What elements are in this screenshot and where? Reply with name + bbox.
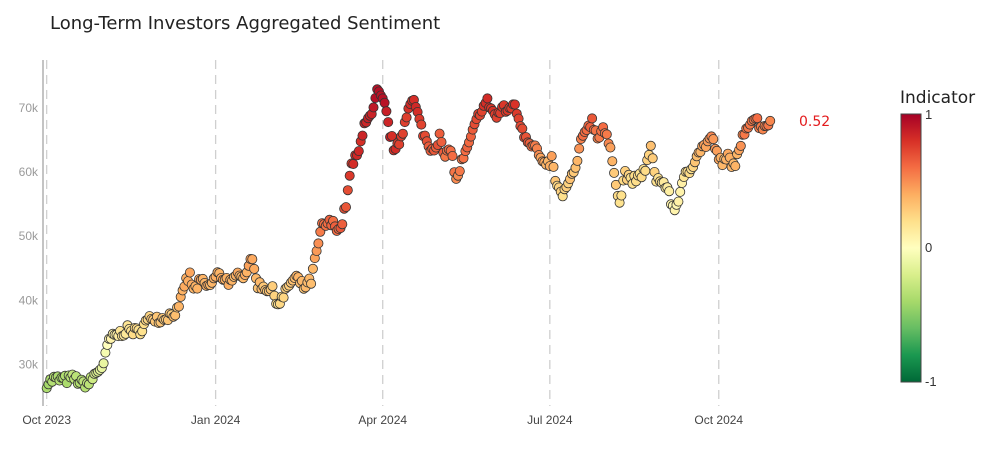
data-point — [192, 283, 203, 294]
colorbar-tick-min: -1 — [925, 374, 937, 389]
data-point — [306, 278, 317, 289]
y-tick-label: 70k — [19, 101, 39, 115]
data-point — [173, 301, 184, 312]
data-point — [616, 190, 627, 201]
last-value-label: 0.52 — [799, 114, 830, 130]
data-point — [482, 93, 493, 104]
data-point — [647, 153, 658, 164]
data-point — [605, 142, 616, 153]
data-point — [416, 119, 427, 130]
data-point — [397, 128, 408, 139]
colorbar-title: Indicator — [900, 88, 975, 108]
data-point — [548, 161, 559, 172]
data-point — [184, 267, 195, 278]
data-point — [673, 196, 684, 207]
data-point — [610, 179, 621, 190]
data-point — [313, 238, 324, 249]
data-point — [752, 113, 763, 124]
y-tick-label: 30k — [19, 357, 39, 371]
colorbar-tick-max: 1 — [925, 107, 932, 122]
x-tick-label: Oct 2024 — [694, 413, 743, 427]
y-tick-label: 50k — [19, 229, 39, 243]
data-point — [587, 113, 598, 124]
x-tick-labels: Oct 2023 Jan 2024 Apr 2024 Jul 2024 Oct 2024 — [22, 413, 743, 427]
data-point — [344, 170, 355, 181]
data-point — [675, 186, 686, 197]
data-point — [730, 161, 741, 172]
data-point — [509, 99, 520, 110]
data-point — [645, 140, 656, 151]
data-point — [708, 134, 719, 145]
data-point — [609, 167, 620, 178]
data-point — [607, 156, 618, 167]
scatter-points — [41, 84, 776, 394]
data-point — [735, 140, 746, 151]
data-point — [342, 185, 353, 196]
data-point — [247, 254, 258, 265]
x-tick-label: Apr 2024 — [358, 413, 407, 427]
colorbar-tick-mid: 0 — [925, 240, 932, 255]
data-point — [517, 123, 528, 134]
y-tick-label: 40k — [19, 293, 39, 307]
data-point — [401, 112, 412, 123]
data-point — [381, 106, 392, 117]
data-point — [574, 143, 585, 154]
chart-title: Long-Term Investors Aggregated Sentiment — [50, 13, 440, 34]
data-point — [307, 263, 318, 274]
y-tick-label: 60k — [19, 165, 39, 179]
data-point — [664, 186, 675, 197]
data-point — [572, 155, 583, 166]
data-point — [337, 219, 348, 230]
colorbar: Indicator 1 0 -1 — [900, 88, 975, 389]
data-point — [357, 130, 368, 141]
x-tick-label: Jul 2024 — [527, 413, 573, 427]
data-point — [454, 166, 465, 177]
data-point — [765, 115, 776, 126]
data-point — [249, 263, 260, 274]
data-point — [434, 128, 445, 139]
data-point — [436, 136, 447, 147]
data-point — [379, 97, 390, 108]
data-point — [348, 158, 359, 169]
data-point — [447, 150, 458, 161]
data-point — [267, 281, 278, 292]
data-point — [340, 202, 351, 213]
data-point — [383, 117, 394, 128]
data-point — [601, 129, 612, 140]
x-gridlines — [46, 60, 720, 406]
x-tick-label: Oct 2023 — [22, 413, 71, 427]
data-point — [640, 165, 651, 176]
data-point — [546, 151, 557, 162]
data-point — [278, 292, 289, 303]
data-point — [353, 146, 364, 157]
colorbar-gradient — [900, 113, 922, 383]
y-tick-labels: 30k 40k 50k 60k 70k — [19, 101, 39, 371]
data-point — [98, 358, 109, 369]
x-tick-label: Jan 2024 — [191, 413, 241, 427]
data-point — [368, 102, 379, 113]
